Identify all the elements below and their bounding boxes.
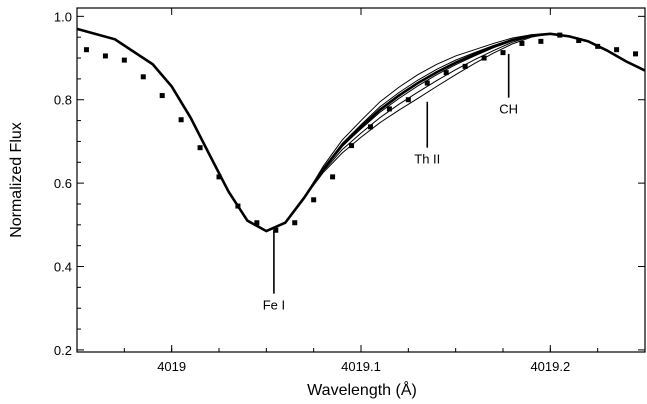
annotation-label: Fe I [263, 298, 285, 313]
observed-point [216, 174, 222, 180]
observed-point [83, 47, 89, 53]
observed-point [500, 50, 506, 56]
plot-frame [76, 7, 646, 353]
y-tick-label: 0.4 [54, 260, 72, 275]
observed-point [330, 174, 336, 180]
observed-point [159, 93, 165, 99]
line-annotations: Fe I Th II CH [263, 53, 518, 313]
observed-point [121, 57, 127, 63]
y-tick-label: 0.6 [54, 176, 72, 191]
observed-point [197, 145, 203, 151]
observed-point [405, 97, 411, 103]
observed-point [614, 47, 620, 53]
y-tick-label: 1.0 [54, 9, 72, 24]
observed-point [254, 220, 260, 226]
x-tick-label: 4019 [157, 359, 186, 374]
observed-point [462, 63, 468, 69]
observed-point [595, 43, 601, 49]
observed-point [367, 124, 373, 130]
observed-point [386, 106, 392, 112]
observed-point [140, 74, 146, 80]
observed-point [102, 53, 108, 59]
synthetic-line-4 [76, 28, 646, 232]
y-axis-title: Normalized Flux [8, 122, 25, 238]
observed-point [576, 38, 582, 44]
y-tick-label: 0.2 [54, 343, 72, 358]
synthetic-line-3 [76, 28, 646, 232]
observed-point [349, 143, 355, 149]
annotation-label: CH [499, 102, 518, 117]
observed-point [292, 220, 298, 226]
best-fit-spectrum [76, 27, 646, 233]
axis-ticks: 4019 4019.1 4019.2 0.2 0.4 0.6 0.8 1.0 [54, 8, 646, 374]
observed-point [424, 80, 430, 86]
observed-point [481, 55, 487, 61]
observed-point [557, 32, 563, 38]
best-fit-line [76, 27, 646, 233]
observed-point [633, 51, 639, 57]
synthetic-line-5 [76, 28, 646, 232]
observed-point [311, 197, 317, 203]
synthetic-line-2 [76, 28, 646, 232]
observed-point [519, 40, 525, 46]
annotation-label: Th II [414, 152, 440, 167]
x-tick-label: 4019.1 [341, 359, 381, 374]
observed-point [235, 203, 241, 209]
x-tick-label: 4019.2 [530, 359, 570, 374]
plot-area: 4019 4019.1 4019.2 0.2 0.4 0.6 0.8 1.0 Fe I Th I… [54, 7, 646, 374]
synthetic-spectra [76, 28, 646, 232]
synthetic-line-1 [76, 28, 646, 232]
observed-spectrum [83, 32, 639, 233]
observed-point [538, 38, 544, 44]
y-tick-label: 0.8 [54, 93, 72, 108]
x-axis-title: Wavelength (Å) [307, 380, 417, 399]
observed-point [273, 227, 279, 233]
observed-point [178, 117, 184, 123]
observed-point [443, 70, 449, 76]
